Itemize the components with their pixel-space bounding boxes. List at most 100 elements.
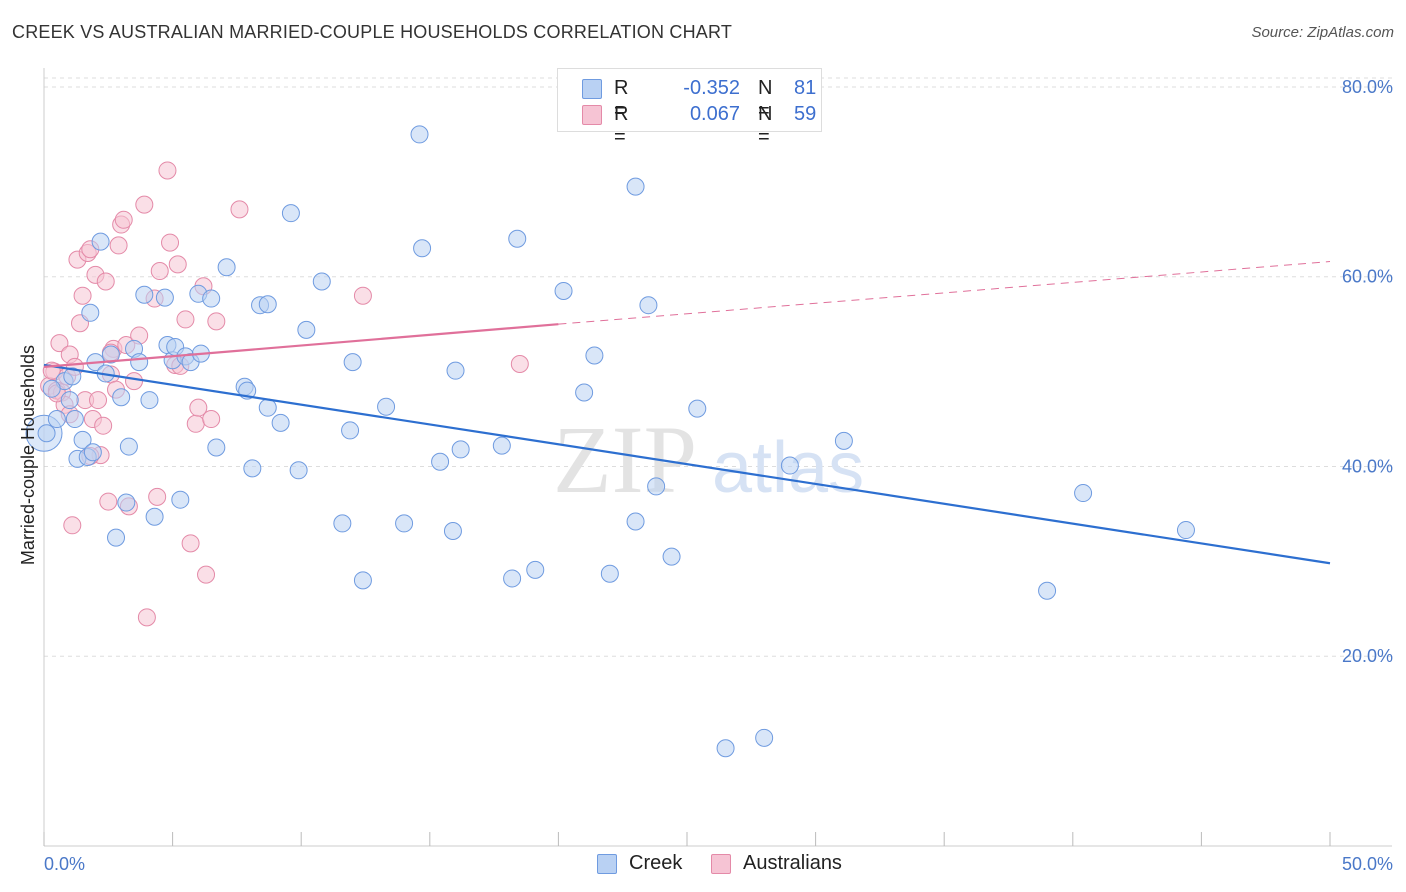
legend-r-label: R = (614, 77, 629, 122)
creek-point (1038, 581, 1057, 600)
australians-legend-swatch (711, 854, 731, 874)
x-tick-label-start: 0.0% (44, 854, 85, 874)
creek-point (451, 440, 470, 459)
australians-point (150, 262, 169, 281)
axes (43, 68, 1392, 847)
creek-point (1074, 484, 1093, 503)
creek-point (83, 443, 102, 462)
creek-point (626, 512, 645, 531)
australians-point (202, 410, 221, 429)
creek-point (413, 239, 432, 258)
grid-lines (44, 77, 1392, 657)
creek-point (271, 413, 290, 432)
creek-point (377, 397, 396, 416)
australians-point (114, 210, 133, 229)
creek-point (600, 564, 619, 583)
australians-point (99, 492, 118, 511)
creek-point (297, 320, 316, 339)
creek-point (410, 125, 429, 144)
creek-point (343, 353, 362, 372)
creek-point (780, 456, 799, 475)
chart-source: Source: ZipAtlas.com (1251, 24, 1394, 41)
creek-point (647, 477, 666, 496)
creek-point (626, 177, 645, 196)
creek-trend-line (43, 363, 1331, 565)
creek-point (217, 258, 236, 277)
creek-point (117, 493, 136, 512)
creek-point (37, 424, 56, 443)
australians-point (94, 416, 113, 435)
creek-point (91, 232, 110, 251)
creek-point (243, 459, 262, 478)
creek-legend-swatch (597, 854, 617, 874)
australians-point (96, 272, 115, 291)
creek-point (333, 514, 352, 533)
creek-point (353, 571, 372, 590)
legend-n-label: N = (758, 77, 773, 122)
legend-r-value: -0.352 (683, 77, 740, 99)
creek-point (63, 367, 82, 386)
creek-point (135, 285, 154, 304)
creek-point (395, 514, 414, 533)
legend-n-value: 59 (794, 103, 817, 125)
creek-point (73, 430, 92, 449)
creek-point (443, 522, 462, 541)
australians-trend-extension (558, 261, 1331, 325)
y-tick-label: 60.0% (1342, 267, 1393, 287)
creek-point (281, 204, 300, 223)
creek-point (688, 399, 707, 418)
creek-point (554, 281, 573, 300)
australians-point (186, 414, 205, 433)
australians-point (189, 398, 208, 417)
chart-title: CREEK VS AUSTRALIAN MARRIED-COUPLE HOUSE… (12, 22, 733, 42)
australians-point (207, 312, 226, 331)
creek-point (107, 528, 126, 547)
creek-point (258, 295, 277, 314)
australians-point (89, 391, 108, 410)
watermark: ZIP atlas (553, 406, 864, 513)
x-ticks (43, 832, 1331, 846)
australians-point (109, 236, 128, 255)
australians-point (63, 516, 82, 535)
creek-point (341, 421, 360, 440)
watermark-zip: ZIP (553, 406, 697, 513)
australians-point (353, 286, 372, 305)
creek-point (662, 547, 681, 566)
creek-point (1176, 521, 1195, 540)
creek-point (207, 438, 226, 457)
creek-point (65, 410, 84, 429)
x-tick-labels: 0.0% 50.0% (44, 854, 1393, 874)
creek-legend-label: Creek (629, 852, 683, 874)
legend-n-value: 81 (794, 77, 817, 99)
creek-point (101, 345, 120, 364)
x-tick-label-end: 50.0% (1342, 854, 1393, 874)
creek-point (130, 353, 149, 372)
australians-point (158, 161, 177, 180)
creek-point (755, 728, 774, 747)
australians-point (230, 200, 249, 219)
australians-point (168, 255, 187, 274)
creek-point (639, 296, 658, 315)
australians-point (197, 565, 216, 584)
creek-point (431, 452, 450, 471)
australians-point (161, 233, 180, 252)
creek-point (112, 388, 131, 407)
creek-point (60, 391, 79, 410)
australians-point (50, 334, 69, 353)
creek-point (503, 569, 522, 588)
y-tick-label: 40.0% (1342, 456, 1393, 476)
creek-point (140, 391, 159, 410)
australians-point (73, 286, 92, 305)
legend-n-label: N = (758, 103, 773, 148)
y-tick-label: 20.0% (1342, 646, 1393, 666)
australians-point (176, 310, 195, 329)
creek-point (155, 288, 174, 307)
creek-point (526, 560, 545, 579)
creek-point (119, 437, 138, 456)
creek-point (289, 461, 308, 480)
australians-point (137, 608, 156, 627)
creek-point (492, 436, 511, 455)
creek-point (258, 398, 277, 417)
creek-point (446, 361, 465, 380)
creek-point (171, 490, 190, 509)
